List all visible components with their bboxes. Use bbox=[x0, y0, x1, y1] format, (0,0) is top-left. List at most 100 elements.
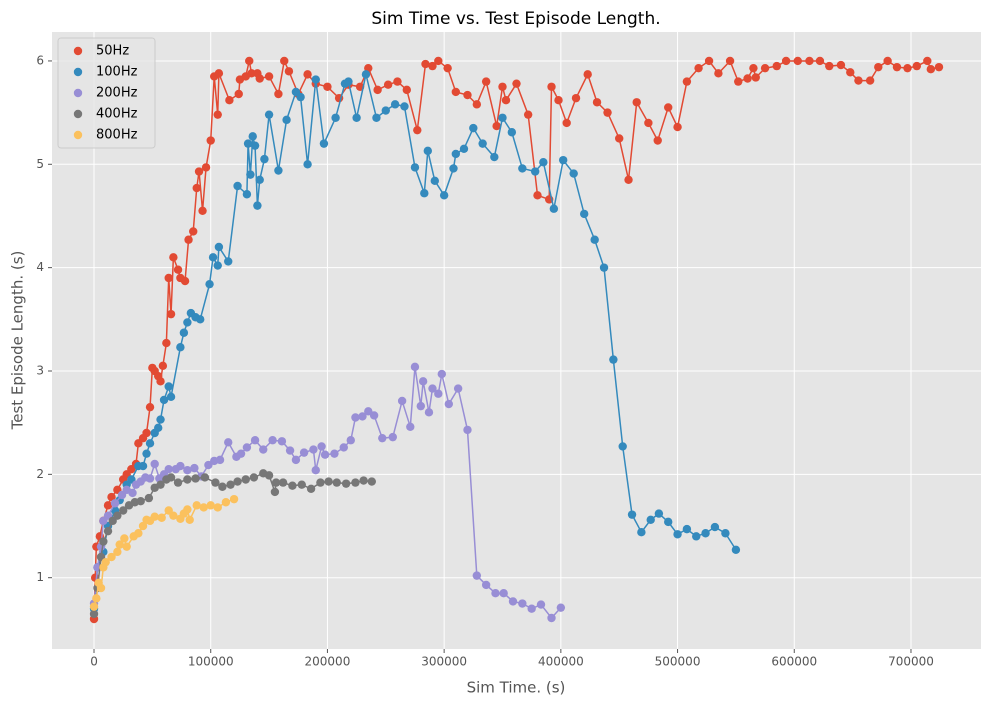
data-point bbox=[627, 510, 637, 519]
data-point bbox=[150, 459, 159, 469]
data-point bbox=[397, 396, 407, 406]
data-point bbox=[115, 540, 124, 549]
legend: 50Hz 100Hz 200Hz 400Hz 800Hz bbox=[57, 37, 156, 149]
data-point bbox=[162, 338, 171, 348]
data-point bbox=[359, 476, 368, 485]
data-point bbox=[339, 443, 348, 452]
data-point bbox=[198, 206, 207, 215]
data-point bbox=[352, 113, 361, 122]
data-point bbox=[164, 464, 173, 474]
data-point bbox=[518, 164, 527, 173]
legend-marker bbox=[73, 88, 83, 98]
data-point bbox=[233, 181, 242, 191]
data-point bbox=[330, 449, 339, 458]
data-point bbox=[420, 189, 429, 198]
data-point bbox=[225, 96, 234, 105]
data-point bbox=[280, 56, 289, 66]
data-point bbox=[288, 481, 297, 490]
x-tick-label: 100000 bbox=[188, 655, 234, 669]
data-point bbox=[430, 176, 440, 186]
data-point bbox=[793, 56, 802, 66]
data-point bbox=[361, 70, 371, 79]
data-point bbox=[136, 497, 145, 506]
data-point bbox=[233, 477, 242, 486]
data-point bbox=[558, 155, 568, 165]
data-point bbox=[491, 588, 500, 598]
legend-marker bbox=[73, 46, 83, 56]
data-point bbox=[892, 62, 902, 72]
data-point bbox=[632, 98, 641, 107]
data-point bbox=[393, 77, 402, 86]
data-point bbox=[317, 442, 326, 451]
x-tick-label: 300000 bbox=[421, 655, 467, 669]
data-point bbox=[583, 70, 592, 79]
x-tick-label: 600000 bbox=[771, 655, 817, 669]
data-point bbox=[248, 132, 257, 141]
data-point bbox=[103, 501, 113, 510]
data-point bbox=[166, 392, 176, 402]
data-point bbox=[215, 455, 225, 465]
data-point bbox=[89, 602, 99, 611]
data-point bbox=[618, 442, 627, 451]
data-point bbox=[142, 449, 151, 458]
data-point bbox=[351, 478, 360, 487]
data-point bbox=[418, 377, 428, 386]
y-tick-label: 5 bbox=[36, 157, 44, 171]
data-point bbox=[533, 191, 542, 200]
data-point bbox=[530, 167, 540, 176]
data-point bbox=[646, 515, 655, 525]
data-point bbox=[247, 69, 256, 78]
data-point bbox=[490, 152, 499, 162]
data-point bbox=[609, 355, 618, 364]
data-point bbox=[854, 76, 863, 85]
data-point bbox=[164, 273, 173, 283]
data-point bbox=[169, 253, 178, 262]
data-point bbox=[492, 121, 501, 131]
data-point bbox=[673, 122, 682, 132]
data-point bbox=[156, 480, 165, 489]
data-point bbox=[205, 279, 214, 289]
data-point bbox=[923, 56, 932, 66]
data-point bbox=[410, 362, 420, 372]
data-point bbox=[721, 529, 730, 538]
data-point bbox=[224, 438, 233, 447]
data-point bbox=[183, 475, 192, 484]
data-point bbox=[183, 505, 192, 514]
data-point bbox=[268, 436, 277, 445]
data-point bbox=[364, 407, 373, 416]
data-point bbox=[92, 594, 101, 603]
data-point bbox=[416, 401, 425, 411]
data-point bbox=[673, 530, 682, 539]
data-point bbox=[145, 439, 155, 448]
data-point bbox=[282, 115, 291, 125]
data-point bbox=[443, 63, 452, 73]
data-point bbox=[704, 56, 714, 66]
data-point bbox=[378, 433, 387, 443]
data-point bbox=[218, 482, 227, 491]
data-point bbox=[846, 68, 855, 77]
data-point bbox=[166, 309, 176, 319]
data-point bbox=[208, 253, 218, 262]
x-tick-label: 0 bbox=[90, 655, 98, 669]
data-point bbox=[103, 526, 113, 536]
data-point bbox=[507, 128, 517, 137]
legend-marker bbox=[73, 130, 83, 140]
data-point bbox=[303, 160, 312, 169]
data-point bbox=[344, 77, 353, 86]
ticks: 0 100000 200000 300000 400000 500000 600000 700… bbox=[36, 53, 934, 668]
data-point bbox=[406, 422, 415, 431]
legend-label: 400Hz bbox=[96, 107, 138, 122]
legend-marker bbox=[73, 67, 83, 77]
data-point bbox=[311, 466, 320, 475]
data-point bbox=[637, 528, 646, 537]
data-point bbox=[243, 139, 253, 148]
data-point bbox=[213, 110, 222, 119]
data-point bbox=[498, 113, 507, 122]
data-point bbox=[664, 517, 673, 527]
data-point bbox=[451, 87, 461, 97]
data-point bbox=[204, 460, 213, 470]
data-point bbox=[624, 175, 633, 184]
data-point bbox=[194, 167, 204, 176]
data-point bbox=[255, 175, 264, 184]
